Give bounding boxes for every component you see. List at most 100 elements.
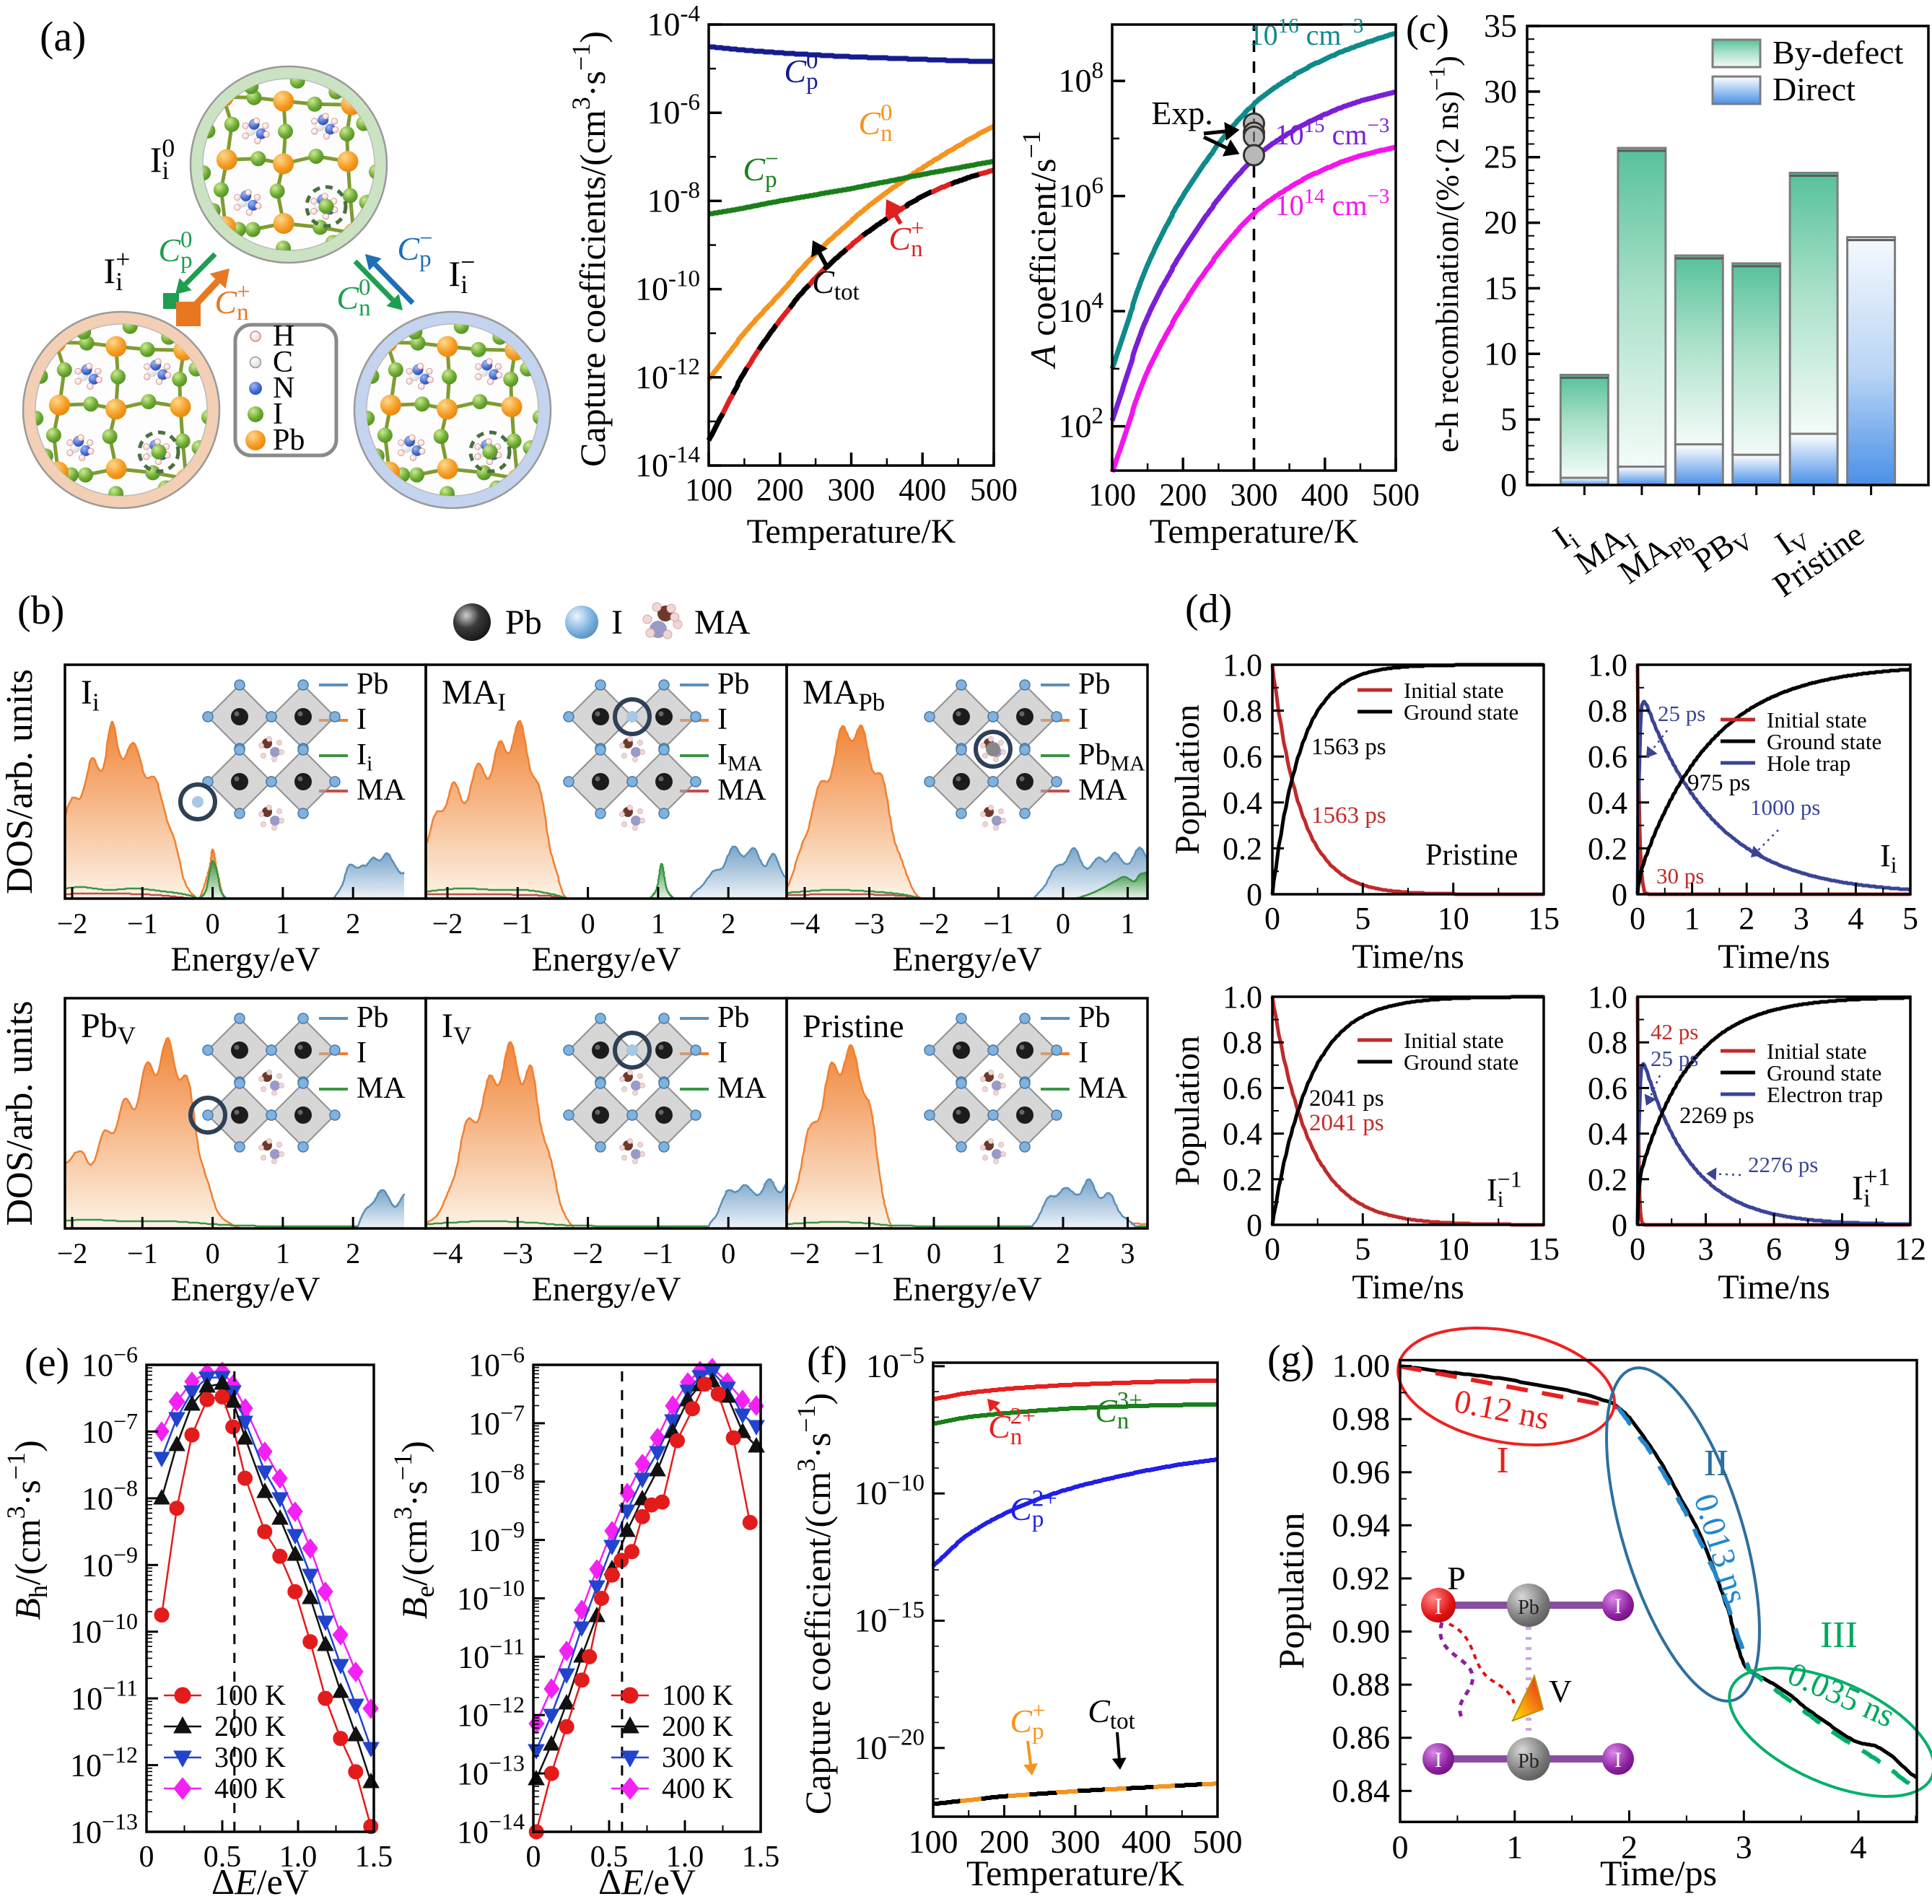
svg-text:Pb: Pb: [1078, 1001, 1110, 1034]
svg-text:−1: −1: [854, 1237, 885, 1270]
svg-text:2269 ps: 2269 ps: [1679, 1103, 1754, 1129]
svg-text:6: 6: [1766, 1231, 1782, 1267]
svg-text:(c): (c): [1406, 7, 1449, 51]
svg-text:0.8: 0.8: [1588, 1025, 1627, 1060]
svg-text:2: 2: [1056, 1237, 1070, 1270]
svg-text:25: 25: [1484, 139, 1517, 175]
svg-text:1.5: 1.5: [742, 1840, 780, 1874]
svg-text:Ctot: Ctot: [1088, 1693, 1135, 1734]
svg-text:10-4: 10-4: [647, 1, 701, 43]
svg-text:5: 5: [1500, 401, 1517, 437]
svg-text:1: 1: [992, 1237, 1006, 1270]
svg-text:Pb: Pb: [1518, 1750, 1539, 1773]
svg-text:Hole trap: Hole trap: [1767, 751, 1850, 776]
svg-text:MA: MA: [717, 774, 766, 807]
svg-text:Energy/eV: Energy/eV: [531, 1270, 681, 1309]
svg-text:Cp2+: Cp2+: [1010, 1486, 1057, 1533]
svg-text:400: 400: [1122, 1823, 1171, 1860]
svg-text:I: I: [1435, 1593, 1443, 1619]
svg-text:P: P: [1447, 1560, 1466, 1597]
svg-text:0.2: 0.2: [1223, 1162, 1262, 1197]
svg-text:Electron trap: Electron trap: [1767, 1082, 1883, 1107]
svg-text:10-8: 10-8: [647, 178, 701, 219]
svg-text:0.5: 0.5: [590, 1840, 629, 1874]
svg-text:100 K: 100 K: [662, 1679, 733, 1711]
svg-text:By-defect: By-defect: [1773, 34, 1904, 71]
svg-text:ΔE/eV: ΔE/eV: [598, 1861, 696, 1902]
svg-text:10−6: 10−6: [468, 1342, 525, 1384]
svg-text:5: 5: [1902, 901, 1918, 936]
svg-text:IMA: IMA: [717, 738, 763, 775]
svg-text:1.0: 1.0: [1588, 979, 1627, 1015]
svg-text:1563 ps: 1563 ps: [1311, 803, 1386, 829]
svg-text:10-12: 10-12: [635, 354, 700, 396]
svg-text:N: N: [273, 372, 294, 405]
svg-text:1: 1: [276, 907, 290, 940]
svg-text:Capture coefficients/(cm3·s−1): Capture coefficients/(cm3·s−1): [567, 31, 613, 467]
svg-text:500: 500: [970, 472, 1018, 507]
svg-text:e-h recombination/(%·(2 ns)−1): e-h recombination/(%·(2 ns)−1): [1424, 56, 1466, 453]
svg-text:I: I: [611, 603, 623, 642]
svg-text:0.94: 0.94: [1332, 1506, 1391, 1543]
svg-text:Cn0: Cn0: [336, 275, 370, 322]
svg-text:0.2: 0.2: [1588, 831, 1627, 866]
svg-text:4: 4: [1848, 901, 1863, 936]
svg-text:−1: −1: [127, 907, 158, 940]
svg-text:−2: −2: [790, 1237, 821, 1270]
svg-text:Time/ps: Time/ps: [1600, 1853, 1717, 1893]
svg-text:200: 200: [979, 1823, 1029, 1860]
svg-text:1: 1: [1684, 901, 1700, 936]
svg-text:0: 0: [1630, 1231, 1645, 1267]
svg-text:10−5: 10−5: [866, 1343, 925, 1384]
svg-text:1015 cm−3: 1015 cm−3: [1275, 114, 1390, 151]
svg-text:II: II: [1704, 1443, 1729, 1484]
svg-text:Cn3+: Cn3+: [1095, 1388, 1142, 1435]
svg-text:0: 0: [1264, 1231, 1280, 1267]
svg-text:0: 0: [927, 1237, 941, 1270]
svg-text:Cp0: Cp0: [158, 227, 192, 274]
svg-text:2041 ps: 2041 ps: [1309, 1086, 1384, 1112]
svg-text:0.90: 0.90: [1332, 1613, 1391, 1650]
svg-text:1000 ps: 1000 ps: [1750, 795, 1820, 820]
svg-text:Ground state: Ground state: [1404, 699, 1518, 725]
svg-text:Exp.: Exp.: [1151, 95, 1213, 131]
svg-text:10−10: 10−10: [457, 1575, 525, 1617]
svg-text:Ii: Ii: [357, 738, 372, 775]
svg-text:1.0: 1.0: [279, 1840, 318, 1874]
svg-text:(a): (a): [40, 13, 86, 60]
svg-text:Cn0: Cn0: [858, 100, 892, 147]
svg-text:0.6: 0.6: [1223, 739, 1262, 774]
svg-text:Ii+: Ii+: [104, 245, 131, 296]
svg-text:0.2: 0.2: [1588, 1162, 1627, 1197]
svg-text:Time/ns: Time/ns: [1352, 1268, 1464, 1306]
svg-text:10−7: 10−7: [468, 1399, 525, 1441]
svg-text:10−10: 10−10: [854, 1470, 925, 1511]
svg-text:Energy/eV: Energy/eV: [892, 940, 1041, 979]
svg-text:1563 ps: 1563 ps: [1311, 734, 1386, 760]
svg-text:0.4: 0.4: [1588, 1117, 1627, 1152]
svg-text:10−14: 10−14: [457, 1809, 525, 1851]
svg-text:Ground state: Ground state: [1767, 1060, 1881, 1086]
svg-text:0: 0: [721, 1237, 735, 1270]
svg-text:Energy/eV: Energy/eV: [531, 940, 681, 979]
svg-text:200 K: 200 K: [662, 1710, 733, 1742]
svg-text:1: 1: [651, 907, 665, 940]
svg-text:V: V: [1549, 1674, 1572, 1709]
svg-text:102: 102: [1059, 403, 1104, 444]
svg-text:Bh/(cm3·s−1): Bh/(cm3·s−1): [1, 1440, 53, 1620]
svg-text:5: 5: [1355, 1231, 1371, 1267]
svg-text:15: 15: [1528, 1231, 1560, 1267]
svg-text:Ground state: Ground state: [1767, 729, 1881, 754]
svg-text:Be/(cm3·s−1): Be/(cm3·s−1): [388, 1441, 440, 1619]
svg-text:Initial state: Initial state: [1767, 1039, 1867, 1064]
svg-text:5: 5: [1355, 901, 1371, 936]
svg-text:0.84: 0.84: [1332, 1772, 1391, 1809]
svg-text:−4: −4: [432, 1237, 463, 1270]
svg-text:0.6: 0.6: [1588, 739, 1627, 774]
svg-text:400: 400: [1301, 477, 1349, 512]
svg-text:100: 100: [1088, 477, 1136, 512]
svg-text:MA: MA: [694, 603, 751, 642]
svg-text:−3: −3: [502, 1237, 533, 1270]
svg-text:DOS/arb. units: DOS/arb. units: [0, 669, 40, 894]
svg-text:IV: IV: [442, 1007, 471, 1050]
